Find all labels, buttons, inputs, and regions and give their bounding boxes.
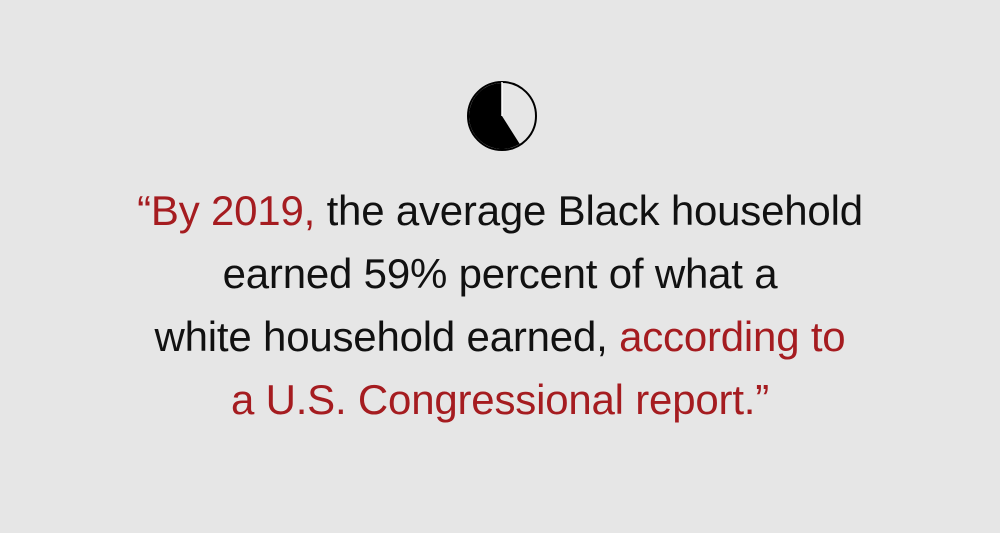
pie-chart-graphic <box>467 81 537 151</box>
quote-highlight-year: “By 2019, <box>137 187 316 234</box>
quote-line-1: “By 2019, the average Black household <box>0 179 1000 242</box>
quote-line-1-text: the average Black household <box>315 187 864 234</box>
quote-line-3-text: white household earned, <box>154 313 620 360</box>
pie-slice <box>468 83 520 149</box>
pie-fraction-icon <box>464 78 540 154</box>
quote-line-2: earned 59% percent of what a <box>222 250 778 297</box>
quote-line-3: white household earned, according to <box>0 305 1000 368</box>
quote-text: “By 2019, the average Black household ea… <box>0 179 1000 431</box>
quote-highlight-source: according to <box>619 313 846 360</box>
quote-line-4: a U.S. Congressional report.” <box>230 376 770 423</box>
